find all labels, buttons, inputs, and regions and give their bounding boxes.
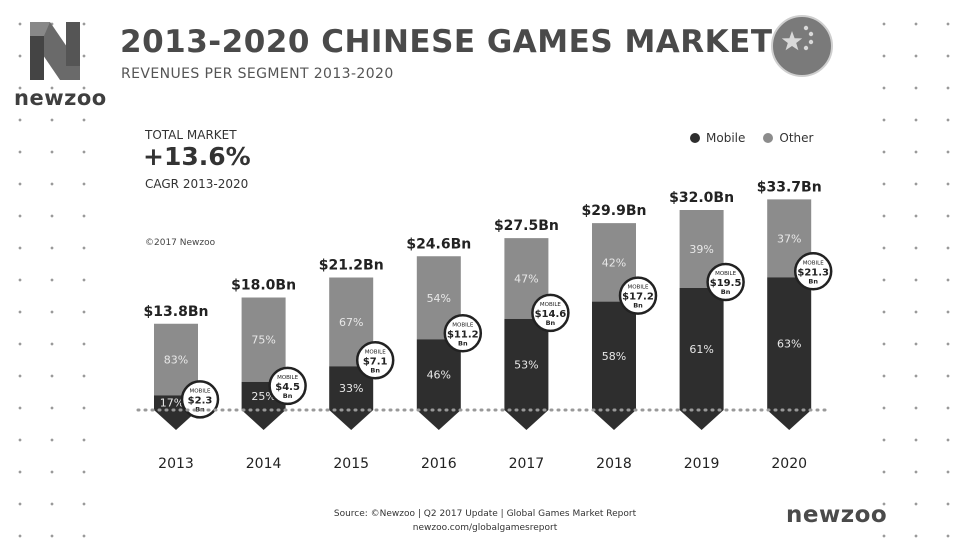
badge-top-2018: MOBILE: [627, 285, 649, 291]
badge-top-2013: MOBILE: [189, 388, 211, 394]
footer-brand-logo: newzoo: [786, 502, 888, 528]
mobile-badge-2019: [706, 262, 745, 302]
mobile-badge-2015: [355, 341, 395, 380]
bar-mobile-2019: [679, 288, 724, 410]
other-percent-2020: 37%: [777, 232, 801, 245]
badge-unit-2015: Bn: [370, 366, 380, 374]
mobile-percent-2019: 61%: [689, 343, 713, 356]
badge-value-2019: $19.5: [710, 278, 742, 289]
badge-top-2014: MOBILE: [277, 375, 299, 381]
infographic-panel: [112, 0, 872, 539]
page-subtitle: REVENUES PER SEGMENT 2013-2020: [121, 66, 394, 82]
other-percent-2014: 75%: [251, 334, 275, 347]
other-percent-2015: 67%: [339, 316, 363, 329]
source-url: newzoo.com/globalgamesreport: [412, 523, 558, 533]
year-label-2017: 2017: [509, 456, 545, 472]
mobile-badge-2017: [531, 293, 570, 333]
other-percent-2016: 54%: [427, 292, 451, 305]
bar-tip-2017: [504, 410, 549, 430]
kpi-subtitle: CAGR 2013-2020: [145, 177, 249, 191]
badge-top-2015: MOBILE: [365, 349, 387, 355]
bar-tip-2019: [679, 410, 724, 430]
total-label-2015: $21.2Bn: [319, 258, 384, 274]
other-percent-2013: 83%: [164, 354, 188, 367]
badge-unit-2017: Bn: [546, 319, 556, 327]
mobile-badge-2013: [180, 380, 220, 419]
bar-tip-2018: [592, 410, 636, 430]
total-label-2018: $29.9Bn: [582, 203, 647, 219]
legend-label-other: Other: [779, 131, 814, 145]
year-label-2016: 2016: [421, 456, 457, 472]
legend-swatch-mobile: [690, 133, 700, 143]
copyright-note: ©2017 Newzoo: [145, 238, 216, 248]
bar-mobile-2016: [416, 339, 461, 410]
badge-value-2016: $11.2: [447, 329, 479, 340]
other-percent-2017: 47%: [514, 273, 538, 286]
badge-top-2020: MOBILE: [803, 260, 825, 266]
other-percent-2019: 39%: [689, 243, 713, 256]
bar-tip-2013: [154, 410, 198, 430]
source-note: Source: ©Newzoo | Q2 2017 Update | Globa…: [333, 509, 637, 519]
year-label-2019: 2019: [684, 456, 720, 472]
total-label-2013: $13.8Bn: [144, 304, 209, 320]
bar-mobile-2020: [767, 277, 812, 410]
total-label-2020: $33.7Bn: [757, 179, 822, 195]
mobile-percent-2014: 25%: [251, 390, 275, 403]
mobile-badge-2020: [793, 252, 833, 291]
mobile-percent-2016: 46%: [427, 369, 451, 382]
year-label-2015: 2015: [333, 456, 369, 472]
chart-legend: Mobile Other: [690, 131, 813, 145]
badge-value-2014: $4.5: [275, 382, 300, 393]
brand-logo-text: newzoo: [14, 86, 107, 110]
legend-item-mobile: Mobile: [690, 131, 745, 145]
badge-value-2018: $17.2: [622, 292, 654, 303]
legend-swatch-other: [763, 133, 774, 143]
mobile-percent-2020: 63%: [777, 338, 801, 351]
mobile-badge-2016: [443, 314, 483, 353]
mobile-percent-2015: 33%: [339, 382, 363, 395]
legend-label-mobile: Mobile: [706, 131, 746, 145]
kpi-label: TOTAL MARKET: [145, 128, 237, 142]
mobile-badge-2014: [268, 366, 307, 406]
badge-unit-2016: Bn: [458, 339, 468, 347]
year-label-2018: 2018: [596, 456, 632, 472]
total-label-2016: $24.6Bn: [406, 236, 471, 252]
bar-tip-2015: [329, 410, 374, 430]
china-flag-icon: [771, 15, 833, 77]
mobile-percent-2013: 17%: [160, 397, 184, 410]
badge-value-2015: $7.1: [363, 356, 388, 367]
year-label-2014: 2014: [246, 456, 282, 472]
year-label-2013: 2013: [158, 456, 194, 472]
mobile-badge-2018: [618, 276, 658, 315]
bar-tip-2016: [416, 410, 461, 430]
bar-other-2014: [241, 297, 286, 382]
bar-mobile-2017: [504, 318, 549, 410]
newzoo-logo-icon: [30, 22, 80, 80]
badge-value-2017: $14.6: [535, 309, 567, 320]
total-label-2019: $32.0Bn: [669, 190, 734, 206]
badge-unit-2018: Bn: [633, 302, 643, 310]
badge-top-2017: MOBILE: [540, 302, 562, 308]
bar-tip-2020: [767, 410, 812, 430]
badge-unit-2019: Bn: [721, 288, 731, 296]
bar-mobile-2018: [592, 301, 636, 410]
mobile-percent-2018: 58%: [602, 350, 626, 363]
other-percent-2018: 42%: [602, 256, 626, 269]
badge-value-2020: $21.3: [797, 267, 829, 278]
kpi-value: +13.6%: [143, 142, 251, 171]
badge-unit-2014: Bn: [283, 392, 293, 400]
total-label-2014: $18.0Bn: [231, 278, 296, 294]
bar-tip-2014: [241, 410, 286, 430]
badge-top-2019: MOBILE: [715, 271, 737, 277]
mobile-percent-2017: 53%: [514, 358, 538, 371]
badge-unit-2020: Bn: [808, 277, 818, 285]
total-label-2017: $27.5Bn: [494, 218, 559, 234]
page-title: 2013-2020 CHINESE GAMES MARKET: [120, 24, 773, 60]
badge-top-2016: MOBILE: [452, 322, 474, 328]
legend-item-other: Other: [763, 131, 813, 145]
year-label-2020: 2020: [771, 456, 807, 472]
badge-value-2013: $2.3: [188, 395, 213, 406]
